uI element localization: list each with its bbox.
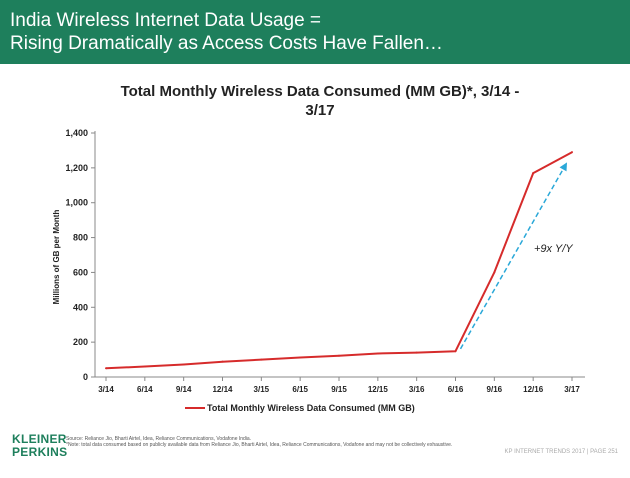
data-point	[299, 356, 302, 359]
data-point	[221, 360, 224, 363]
data-point	[493, 271, 496, 274]
data-point	[454, 350, 457, 353]
data-point	[532, 172, 535, 175]
data-point	[415, 351, 418, 354]
x-tick-label: 3/14	[98, 385, 114, 394]
data-point	[260, 358, 263, 361]
slide-title: India Wireless Internet Data Usage = Ris…	[10, 10, 443, 54]
y-tick-label: 400	[73, 302, 88, 312]
page-footer: KP INTERNET TRENDS 2017 | PAGE 251	[504, 449, 619, 455]
source-text: Source: Reliance Jio, Bharti Airtel, Ide…	[66, 436, 252, 442]
x-tick-label: 12/16	[523, 385, 544, 394]
y-axis-label: Millions of GB per Month	[52, 210, 61, 305]
slide-header: India Wireless Internet Data Usage = Ris…	[0, 0, 630, 64]
annotation-arrow-line	[459, 162, 568, 350]
data-point	[571, 151, 573, 154]
chart-title: Total Monthly Wireless Data Consumed (MM…	[120, 83, 520, 119]
x-tick-label: 3/15	[254, 385, 270, 394]
y-tick-label: 1,200	[65, 163, 88, 173]
y-tick-label: 800	[73, 233, 88, 243]
x-tick-label: 12/14	[212, 385, 233, 394]
legend-label: Total Monthly Wireless Data Consumed (MM…	[207, 403, 415, 413]
x-tick-label: 12/15	[368, 385, 389, 394]
x-tick-label: 6/15	[292, 385, 308, 394]
y-tick-label: 1,400	[65, 128, 88, 138]
x-tick-label: 3/17	[564, 385, 580, 394]
annotation-label: +9x Y/Y	[534, 243, 573, 255]
y-tick-label: 600	[73, 267, 88, 277]
kleiner-perkins-logo: KLEINER PERKINS	[12, 432, 68, 459]
data-point	[143, 365, 146, 368]
x-tick-label: 9/16	[487, 385, 503, 394]
x-tick-label: 6/16	[448, 385, 464, 394]
y-tick-label: 1,000	[65, 198, 88, 208]
note-text: *Note: total data consumed based on publ…	[66, 442, 453, 448]
annotation-arrow-head	[559, 162, 567, 172]
x-tick-label: 3/16	[409, 385, 425, 394]
x-tick-label: 6/14	[137, 385, 153, 394]
data-point	[376, 352, 379, 355]
data-point	[182, 363, 185, 366]
x-tick-label: 9/15	[331, 385, 347, 394]
data-point	[105, 367, 107, 370]
data-point	[338, 354, 340, 357]
y-tick-label: 200	[73, 337, 88, 347]
series-line	[105, 151, 573, 370]
y-tick-label: 0	[83, 372, 88, 382]
footer-source: Source: Reliance Jio, Bharti Airtel, Ide…	[66, 436, 466, 448]
x-tick-label: 9/14	[176, 385, 192, 394]
